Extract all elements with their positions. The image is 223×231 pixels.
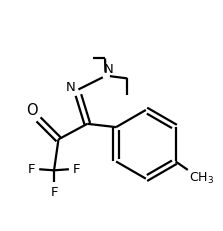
Text: O: O [27, 103, 38, 118]
Text: F: F [50, 186, 58, 199]
Text: N: N [66, 81, 76, 94]
Text: F: F [73, 163, 80, 176]
Text: CH$_3$: CH$_3$ [189, 171, 214, 186]
Text: F: F [28, 163, 35, 176]
Text: N: N [104, 63, 114, 76]
